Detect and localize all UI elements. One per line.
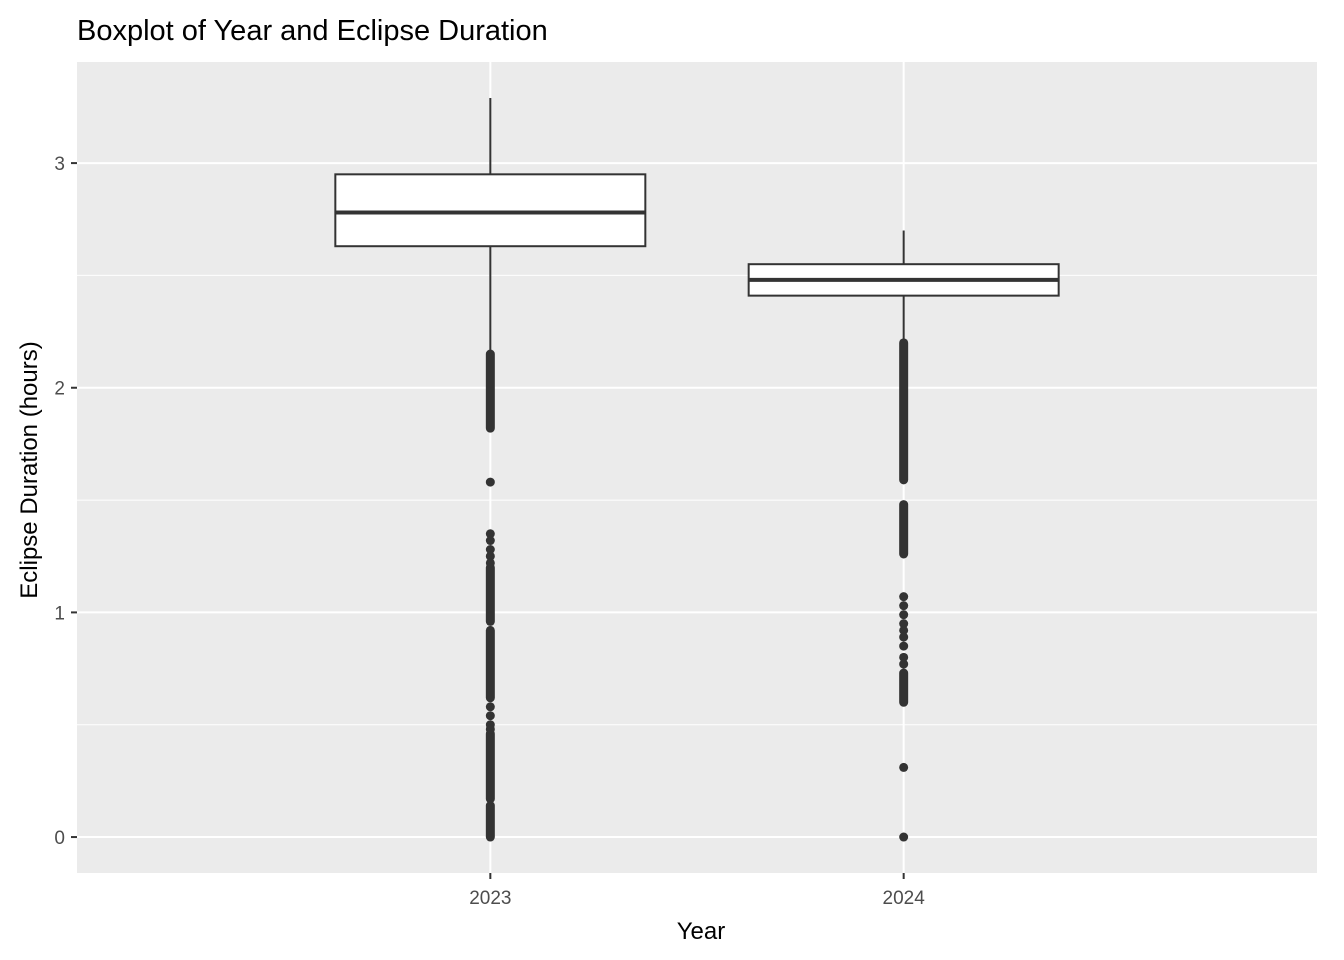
chart-marks bbox=[334, 97, 1060, 842]
outlier-point bbox=[899, 632, 909, 642]
x-tick-label: 2023 bbox=[469, 888, 511, 909]
outlier-point bbox=[899, 601, 909, 611]
box-group-2024 bbox=[747, 230, 1060, 842]
outlier-band bbox=[899, 668, 909, 707]
outlier-point bbox=[485, 724, 495, 734]
outlier-point bbox=[485, 711, 495, 721]
plot-panel bbox=[77, 62, 1317, 873]
outlier-point bbox=[485, 702, 495, 712]
axes: 0 1 2 3 2023 2024 bbox=[54, 154, 925, 909]
outlier-point bbox=[899, 610, 909, 620]
outlier-point bbox=[899, 641, 909, 651]
outlier-band bbox=[485, 349, 495, 433]
outlier-point bbox=[899, 762, 909, 772]
y-tick-label: 3 bbox=[54, 154, 65, 175]
outlier-band bbox=[485, 562, 495, 626]
chart-title: Boxplot of Year and Eclipse Duration bbox=[77, 15, 548, 47]
outlier-point bbox=[899, 832, 909, 842]
outlier-band bbox=[485, 625, 495, 703]
box-group-2023 bbox=[334, 97, 647, 842]
outlier-point bbox=[899, 625, 909, 635]
outlier-point bbox=[485, 558, 495, 568]
outlier-point bbox=[485, 477, 495, 487]
outlier-point bbox=[899, 619, 909, 629]
outlier-point bbox=[485, 529, 495, 539]
y-tick-label: 2 bbox=[54, 379, 65, 400]
x-tick-label: 2024 bbox=[883, 888, 926, 909]
outlier-band bbox=[899, 500, 909, 559]
x-axis-title: Year bbox=[677, 918, 726, 945]
outlier-band bbox=[485, 801, 495, 842]
outlier-point bbox=[485, 544, 495, 554]
y-tick-label: 0 bbox=[54, 828, 65, 849]
box-iqr bbox=[334, 173, 647, 248]
y-axis-title: Eclipse Duration (hours) bbox=[16, 341, 43, 598]
outlier-point bbox=[485, 551, 495, 561]
outlier-point bbox=[899, 659, 909, 669]
outlier-band bbox=[485, 729, 495, 804]
outlier-point bbox=[485, 536, 495, 546]
y-tick-label: 1 bbox=[54, 603, 65, 624]
outlier-band bbox=[899, 338, 909, 485]
outlier-point bbox=[899, 592, 909, 602]
outlier-point bbox=[899, 652, 909, 662]
